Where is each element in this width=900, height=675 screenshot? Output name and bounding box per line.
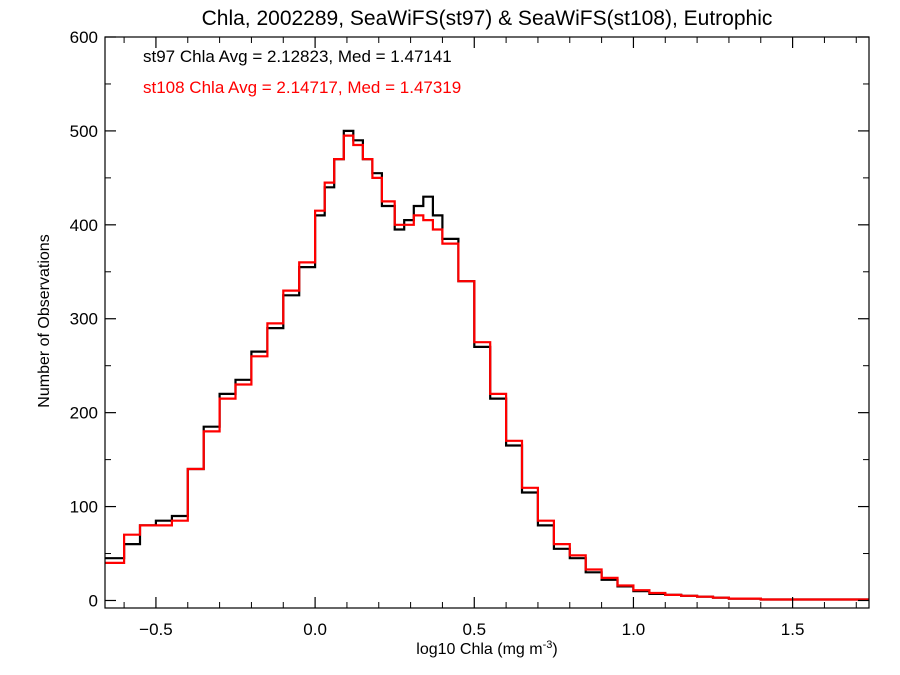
- y-tick-label: 300: [70, 310, 98, 329]
- series-layer: [105, 129, 869, 601]
- y-tick-label: 100: [70, 498, 98, 517]
- x-axis-title-superscript: -3: [543, 639, 553, 651]
- x-tick-label: 0.5: [462, 620, 486, 639]
- y-tick-label: 200: [70, 404, 98, 423]
- x-axis-title-main: log10 Chla (mg m: [416, 641, 542, 658]
- y-tick-label: 500: [70, 122, 98, 141]
- annotation-st108-stats: st108 Chla Avg = 2.14717, Med = 1.47319: [143, 78, 461, 97]
- series-st108-histogram: [105, 134, 869, 601]
- y-tick-label: 400: [70, 216, 98, 235]
- chart-title: Chla, 2002289, SeaWiFS(st97) & SeaWiFS(s…: [202, 7, 773, 30]
- y-tick-label: 0: [89, 591, 98, 610]
- y-tick-label: 600: [70, 28, 98, 47]
- y-axis-title: Number of Observations: [36, 234, 53, 407]
- ticks-layer: −0.5 0.0 0.5 1.0 1.5 0 100 200 300 400 500 600: [70, 28, 869, 639]
- x-tick-label: 0.0: [303, 620, 327, 639]
- annotation-st97-stats: st97 Chla Avg = 2.12823, Med = 1.47141: [143, 47, 452, 66]
- plot-frame: [104, 36, 870, 609]
- x-axis-title-close: ): [552, 641, 557, 658]
- x-axis-title: log10 Chla (mg m-3): [416, 639, 557, 658]
- x-tick-label: −0.5: [139, 620, 173, 639]
- x-tick-label: 1.0: [622, 620, 646, 639]
- series-st97-histogram: [105, 129, 869, 601]
- x-tick-label: 1.5: [781, 620, 805, 639]
